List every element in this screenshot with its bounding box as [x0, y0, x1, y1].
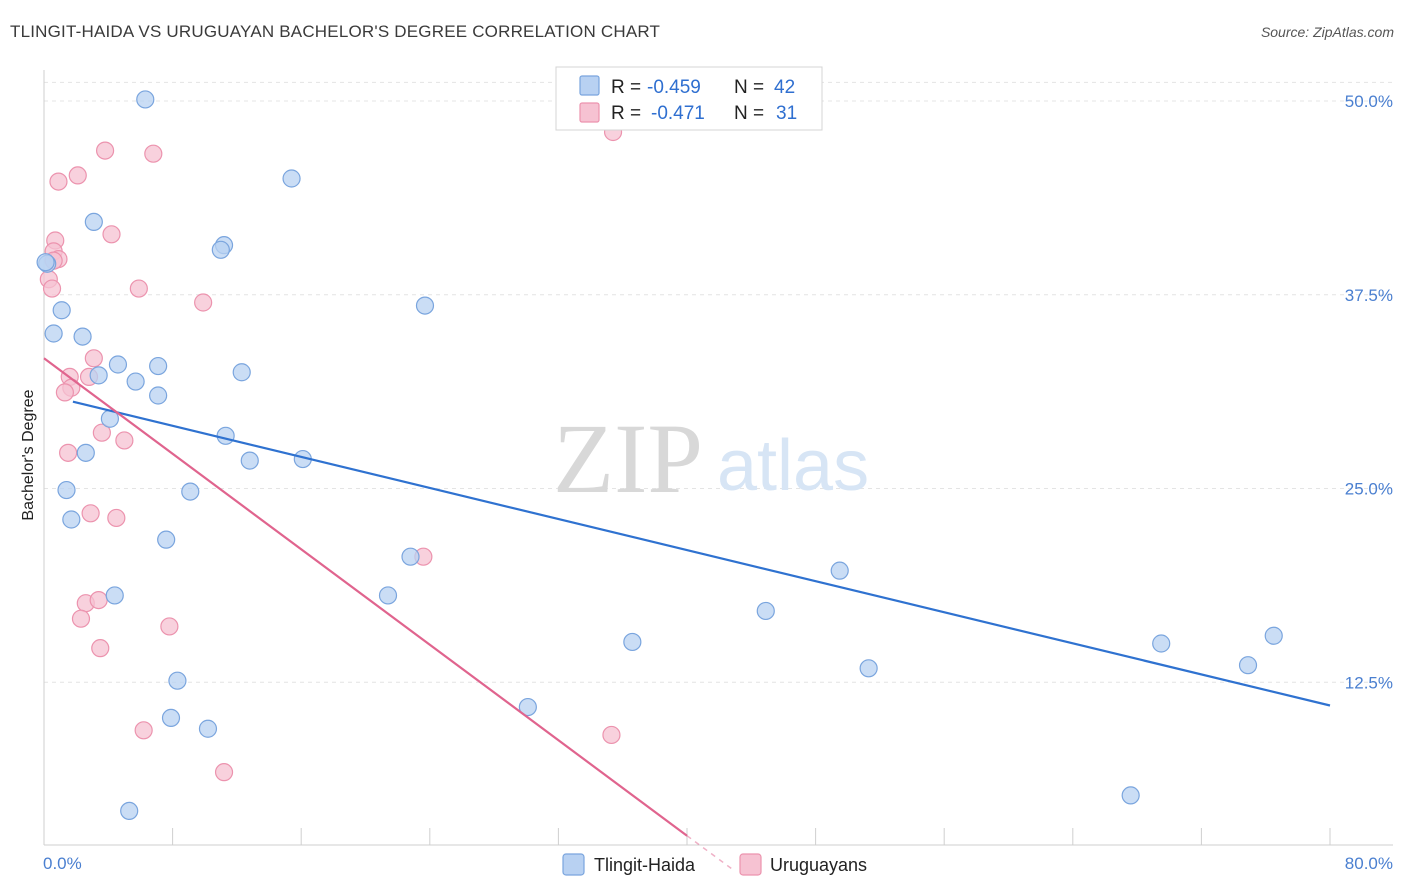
y-tick-label: 12.5% [1345, 673, 1393, 692]
uruguayans-point [144, 144, 163, 163]
tlingit-haida-point [62, 510, 81, 529]
stats-legend-box [555, 66, 823, 131]
uruguayans-point [95, 141, 115, 160]
uruguayans-point [102, 225, 121, 244]
tlingit-haida-point [89, 366, 108, 385]
y-tick-labels: 12.5% 25.0% 37.5% 50.0% [1345, 92, 1393, 692]
uruguayans-point [194, 293, 213, 312]
y-tick-label: 50.0% [1345, 92, 1393, 111]
legend-swatch-tlingit-haida [579, 75, 600, 96]
tlingit-haida-point [108, 355, 128, 374]
tlingit-haida-point [830, 561, 849, 580]
uruguayans-point [214, 763, 234, 782]
uruguayans-point [59, 443, 78, 462]
uruguayans-point [92, 423, 111, 442]
uruguayans-point [115, 431, 134, 450]
tlingit-haida-point [859, 659, 878, 678]
tlingit-haida-point [415, 296, 435, 315]
tlingit-haida-point [149, 356, 168, 376]
uruguayans-point [71, 609, 91, 628]
y-tick-label: 25.0% [1345, 480, 1393, 499]
chart-title: TLINGIT-HAIDA VS URUGUAYAN BACHELOR'S DE… [10, 22, 661, 41]
tlingit-haida-point [378, 586, 398, 605]
legend-n-value-1: 42 [774, 77, 795, 98]
uruguayans-point [602, 725, 621, 745]
uruguayans-point [42, 279, 62, 298]
uruguayans-point [89, 590, 108, 610]
watermark-zip: ZIP [553, 403, 703, 514]
x-tick-min: 0.0% [43, 854, 82, 873]
x-tick-max: 80.0% [1345, 854, 1393, 873]
tlingit-haida-trend-line [72, 400, 1331, 707]
tlingit-haida-point [401, 547, 420, 566]
uruguayans-point [68, 166, 87, 185]
tlingit-haida-point [73, 327, 92, 346]
y-tick-label: 37.5% [1345, 286, 1393, 305]
legend-swatch-uruguayans [579, 102, 600, 123]
tlingit-haida-point [181, 482, 200, 501]
uruguayans-point [134, 721, 153, 740]
tlingit-haida-point [1238, 656, 1258, 675]
uruguayans-point [129, 279, 148, 298]
legend-n-label-2: N = [734, 103, 764, 124]
source-credit: Source: ZipAtlas.com [1260, 24, 1394, 40]
tlingit-haida-point [161, 708, 181, 728]
tlingit-haida-point [52, 301, 71, 320]
uruguayans-point [160, 617, 179, 636]
tlingit-haida-point [44, 324, 63, 343]
tlingit-haida-point [282, 169, 301, 188]
watermark: ZIP atlas [553, 403, 869, 514]
legend-r-label-1: R = [611, 77, 641, 98]
tlingit-haida-point [198, 719, 218, 738]
watermark-atlas: atlas [717, 426, 869, 506]
uruguayans-point [91, 639, 110, 658]
legend-r-value-1: -0.459 [647, 77, 701, 98]
uruguayans-point [81, 504, 100, 523]
series-legend-tlingit-haida: Tlingit-Haida [594, 855, 696, 875]
legend-r-value-2: -0.471 [651, 103, 705, 124]
axes [43, 70, 1393, 846]
legend-r-label-2: R = [611, 103, 641, 124]
series-legend: Tlingit-Haida Uruguayans [562, 853, 867, 876]
regression-lines [43, 357, 1331, 872]
uruguayans-point [107, 508, 126, 528]
uruguayans-trend-line [43, 357, 688, 837]
tlingit-haida-point [232, 363, 251, 382]
tlingit-haida-point [1121, 786, 1140, 805]
tlingit-haida-point [216, 426, 235, 445]
stats-legend: R = -0.459 N = 42 R = -0.471 N = 31 [555, 66, 823, 131]
legend-n-value-2: 31 [776, 103, 797, 124]
tlingit-haida-point [1152, 634, 1171, 653]
uruguayans-point [84, 349, 103, 368]
series-legend-swatch-uruguayans [739, 853, 762, 876]
tlingit-haida-point [1264, 626, 1283, 645]
tlingit-haida-points [36, 90, 1283, 821]
series-legend-swatch-tlingit-haida [562, 853, 585, 876]
tlingit-haida-point [756, 601, 775, 621]
series-legend-uruguayans: Uruguayans [770, 855, 867, 875]
tlingit-haida-point [84, 212, 103, 231]
tlingit-haida-point [149, 386, 168, 405]
uruguayans-point [49, 172, 68, 191]
tlingit-haida-point [126, 372, 145, 391]
tlingit-haida-point [518, 697, 537, 717]
legend-n-label-1: N = [734, 77, 764, 98]
tlingit-haida-point [623, 632, 642, 652]
tlingit-haida-point [76, 443, 95, 462]
y-axis-label: Bachelor's Degree [20, 389, 37, 520]
tlingit-haida-point [120, 801, 139, 821]
tlingit-haida-point [168, 671, 187, 690]
tlingit-haida-point [36, 253, 55, 272]
tlingit-haida-point [240, 451, 259, 470]
uruguayans-point [55, 383, 74, 402]
tlingit-haida-point [57, 480, 76, 500]
tlingit-haida-point [157, 530, 176, 549]
tlingit-haida-point [211, 240, 230, 259]
tlingit-haida-point [105, 586, 124, 605]
tlingit-haida-point [136, 90, 155, 109]
grid-lines [44, 81, 1393, 683]
